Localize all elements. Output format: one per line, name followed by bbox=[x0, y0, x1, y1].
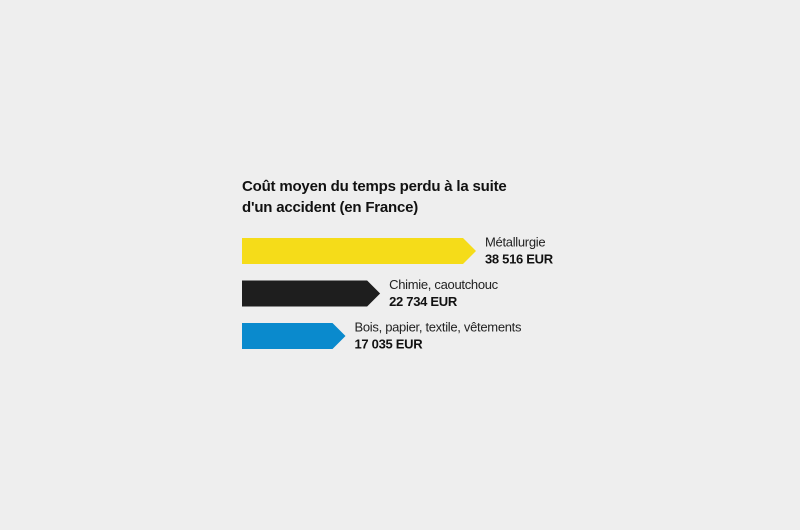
category-label: Métallurgie bbox=[485, 234, 545, 249]
value-label: 22 734 EUR bbox=[389, 294, 458, 309]
bar bbox=[242, 238, 476, 264]
category-label: Bois, papier, textile, vêtements bbox=[354, 319, 522, 334]
value-label: 17 035 EUR bbox=[354, 336, 423, 351]
bar bbox=[242, 280, 381, 307]
chart-title: Coût moyen du temps perdu à la suite d'u… bbox=[242, 178, 507, 216]
bar bbox=[242, 323, 346, 349]
category-label: Chimie, caoutchouc bbox=[389, 277, 499, 292]
value-label: 38 516 EUR bbox=[485, 251, 554, 266]
